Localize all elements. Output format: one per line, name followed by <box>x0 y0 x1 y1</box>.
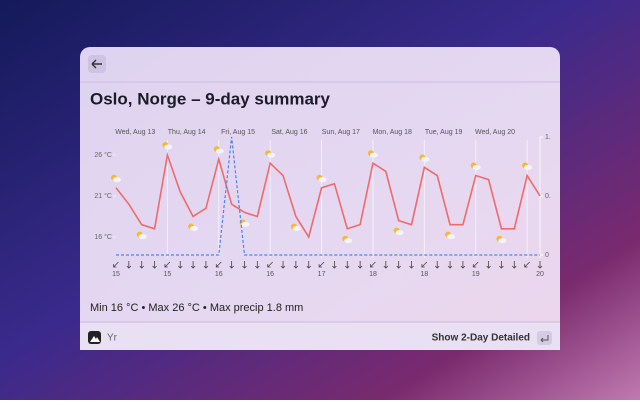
y-tick-label: 21 °C <box>94 192 112 200</box>
wind-arrow <box>164 261 171 268</box>
wind-arrow <box>434 261 440 269</box>
wind-arrow <box>512 261 517 269</box>
day-label: Sun, Aug 17 <box>322 129 360 136</box>
temperature-line <box>115 151 541 239</box>
wind-arrow <box>460 261 466 269</box>
x-tick-label: 17 <box>318 271 326 278</box>
y2-tick-label: 0 <box>545 252 549 259</box>
weather-icon-cloud <box>318 177 327 183</box>
wind-arrow <box>447 261 453 269</box>
precip-line <box>116 136 540 256</box>
weather-icon-cloud <box>267 152 276 158</box>
app-name: Yr <box>107 333 118 344</box>
weather-icon-cloud <box>472 165 481 171</box>
wind-arrow <box>396 261 401 269</box>
wind-arrow <box>113 261 119 268</box>
wind-arrow <box>255 261 260 269</box>
title: Oslo, Norge – 9-day summary <box>90 89 331 108</box>
window <box>80 47 560 350</box>
summary: Min 16 °C • Max 26 °C • Max precip 1.8 m… <box>90 302 303 314</box>
y-tick-label: 26 °C <box>94 151 112 159</box>
day-label: Tue, Aug 19 <box>425 129 463 136</box>
wind-arrow <box>383 261 389 269</box>
wind-arrow <box>229 261 234 269</box>
wind-arrow <box>267 261 273 268</box>
wind-arrow <box>344 261 350 269</box>
enter-icon <box>540 335 549 343</box>
x-tick-label: 18 <box>420 271 428 278</box>
wind-arrow <box>215 261 222 268</box>
wind-arrow <box>242 261 247 269</box>
y2-tick-label: 1. <box>545 134 551 141</box>
wind-arrow <box>203 261 209 269</box>
wind-arrow <box>537 261 543 269</box>
x-tick-label: 20 <box>536 271 544 278</box>
wind-arrow <box>177 261 183 269</box>
back-icon <box>91 59 102 69</box>
wind-arrow <box>524 261 530 268</box>
weather-icon-cloud <box>138 234 147 240</box>
weather-icon-cloud <box>190 225 199 231</box>
y2-tick-label: 0. <box>545 193 551 200</box>
weather-icon-cloud <box>344 238 353 244</box>
wind-arrow <box>472 261 479 268</box>
weather-icon-cloud <box>498 238 507 244</box>
wind-arrow <box>409 261 414 269</box>
weather-icon-cloud <box>421 156 430 162</box>
wind-arrow <box>306 261 312 269</box>
weather-icon-cloud <box>164 144 173 150</box>
wind-arrow <box>190 261 196 269</box>
x-tick-label: 15 <box>112 271 120 278</box>
wind-arrow <box>370 261 376 268</box>
wind-arrow <box>126 261 132 269</box>
x-tick-label: 16 <box>266 271 274 278</box>
x-tick-label: 15 <box>163 271 171 278</box>
wind-arrow <box>280 261 286 269</box>
chart: Wed, Aug 13 Thu, Aug 14 Fri, Aug 15 Sat, Au… <box>94 129 550 278</box>
weather-icon-cloud <box>447 234 456 240</box>
weather-icon-cloud <box>524 165 533 171</box>
weather-icon-cloud <box>215 148 224 154</box>
y-tick-label: 16 °C <box>94 233 112 241</box>
action-label[interactable]: Show 2-Day Detailed <box>432 333 530 344</box>
x-tick-label: 18 <box>369 271 377 278</box>
day-label: Wed, Aug 20 <box>475 129 515 136</box>
wind-arrow <box>499 261 504 269</box>
enter-key[interactable] <box>537 331 552 345</box>
wind-arrow <box>357 261 363 269</box>
weather-icon-cloud <box>395 230 404 236</box>
x-tick-label: 16 <box>215 271 223 278</box>
wind-arrow <box>318 261 325 268</box>
weather-icon-cloud <box>292 225 301 231</box>
footer-bar <box>80 323 560 350</box>
wind-arrow <box>332 261 337 269</box>
wind-arrow <box>486 261 491 269</box>
day-label: Sat, Aug 16 <box>271 129 307 136</box>
app-icon-glyph <box>90 336 100 342</box>
weather-icon-cloud <box>113 177 121 183</box>
wind-arrow <box>152 261 157 269</box>
weather-icon-cloud <box>241 221 250 227</box>
x-tick-label: 19 <box>472 271 480 278</box>
wind-arrow <box>293 261 299 269</box>
wind-arrow <box>421 261 428 268</box>
day-label: Mon, Aug 18 <box>373 129 412 136</box>
day-label: Wed, Aug 13 <box>115 129 155 136</box>
wind-arrow <box>139 261 144 269</box>
day-label: Fri, Aug 15 <box>221 129 255 136</box>
day-label: Thu, Aug 14 <box>168 129 206 136</box>
weather-icon-cloud <box>369 152 378 158</box>
